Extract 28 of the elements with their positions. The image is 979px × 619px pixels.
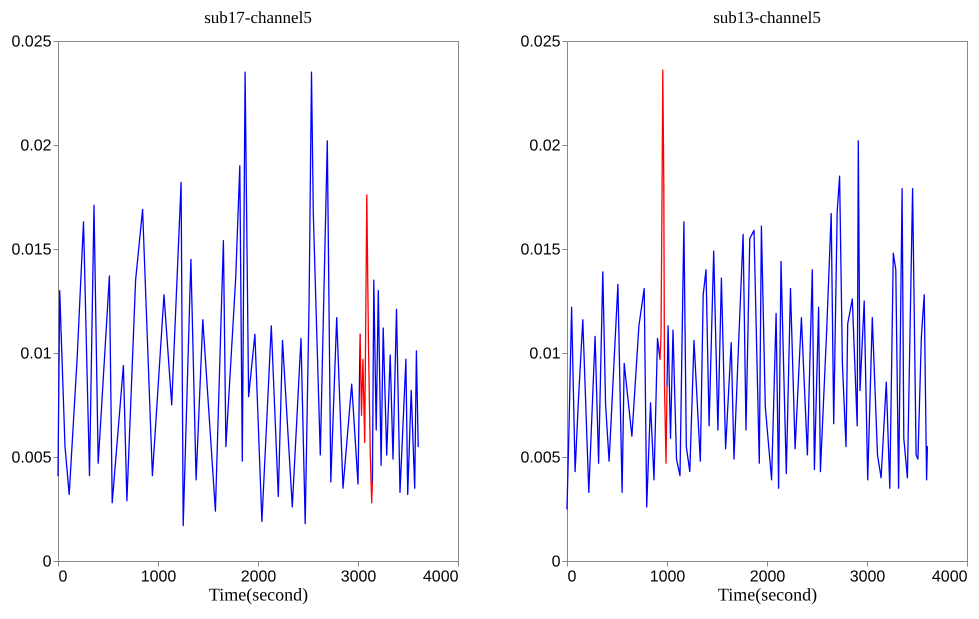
x-tick-label: 3000 — [850, 568, 886, 586]
x-axis-title: Time(second) — [718, 584, 818, 604]
y-tick-label: 0 — [42, 554, 52, 570]
x-tick-label: 2000 — [240, 568, 276, 586]
y-tick-label: 0.015 — [11, 242, 52, 258]
x-tick-label: 1000 — [650, 568, 686, 586]
y-tick-label: 0.01 — [529, 346, 561, 362]
line-series — [659, 69, 668, 464]
x-tick-label: 1000 — [140, 568, 176, 586]
line-series — [359, 194, 374, 504]
x-tick-label: 0 — [58, 568, 68, 586]
x-tick-label: 3000 — [340, 568, 376, 586]
x-tick-label: 4000 — [422, 568, 459, 586]
x-tick-label: 0 — [568, 568, 576, 586]
x-tick-label: 4000 — [932, 568, 968, 586]
x-axis-title: Time(second) — [208, 584, 308, 604]
chart-title: sub13-channel5 — [713, 8, 821, 27]
y-tick-label: 0.005 — [520, 450, 561, 466]
y-tick-label: 0.025 — [11, 34, 52, 50]
y-tick-label: 0.015 — [520, 242, 561, 258]
y-tick-label: 0.025 — [520, 34, 561, 50]
y-tick-label: 0.005 — [11, 450, 52, 466]
y-tick-label: 0.01 — [20, 346, 52, 362]
y-tick-label: 0.02 — [20, 138, 52, 154]
y-tick-label: 0.02 — [529, 138, 561, 154]
x-tick-label: 2000 — [750, 568, 786, 586]
y-tick-label: 0 — [552, 554, 561, 570]
chart-title: sub17-channel5 — [204, 8, 312, 27]
